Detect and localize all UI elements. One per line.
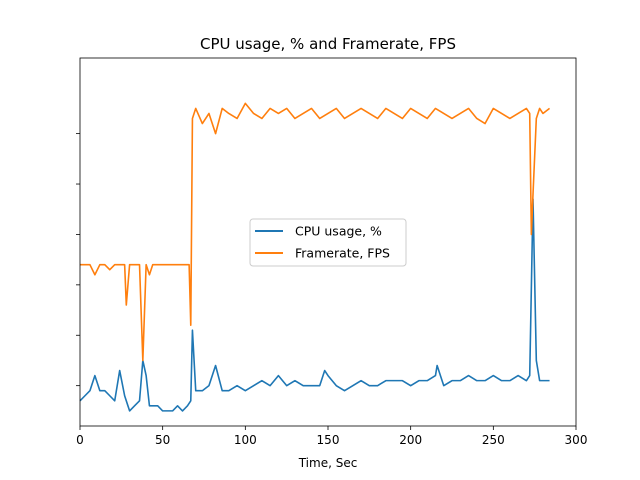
legend: CPU usage, % Framerate, FPS xyxy=(249,218,407,267)
legend-box xyxy=(249,218,407,267)
x-tick-label: 150 xyxy=(317,433,340,447)
series-line-0 xyxy=(79,198,550,412)
x-tick-label: 200 xyxy=(399,433,422,447)
x-tick-label: 300 xyxy=(565,433,588,447)
x-tick-label: 250 xyxy=(482,433,505,447)
chart-title: CPU usage, % and Framerate, FPS xyxy=(200,35,456,53)
x-tick-label: 0 xyxy=(76,433,84,447)
plot-series xyxy=(79,102,551,412)
x-axis-ticks: 0 50 100 150 200 250 300 xyxy=(76,426,587,447)
legend-label-cpu: CPU usage, % xyxy=(295,224,382,239)
y-axis-ticks xyxy=(76,133,80,387)
series-line-1 xyxy=(80,102,551,362)
x-tick-label: 50 xyxy=(155,433,170,447)
x-axis-label: Time, Sec xyxy=(298,456,358,470)
x-tick-label: 100 xyxy=(234,433,257,447)
legend-label-fps: Framerate, FPS xyxy=(295,246,390,261)
